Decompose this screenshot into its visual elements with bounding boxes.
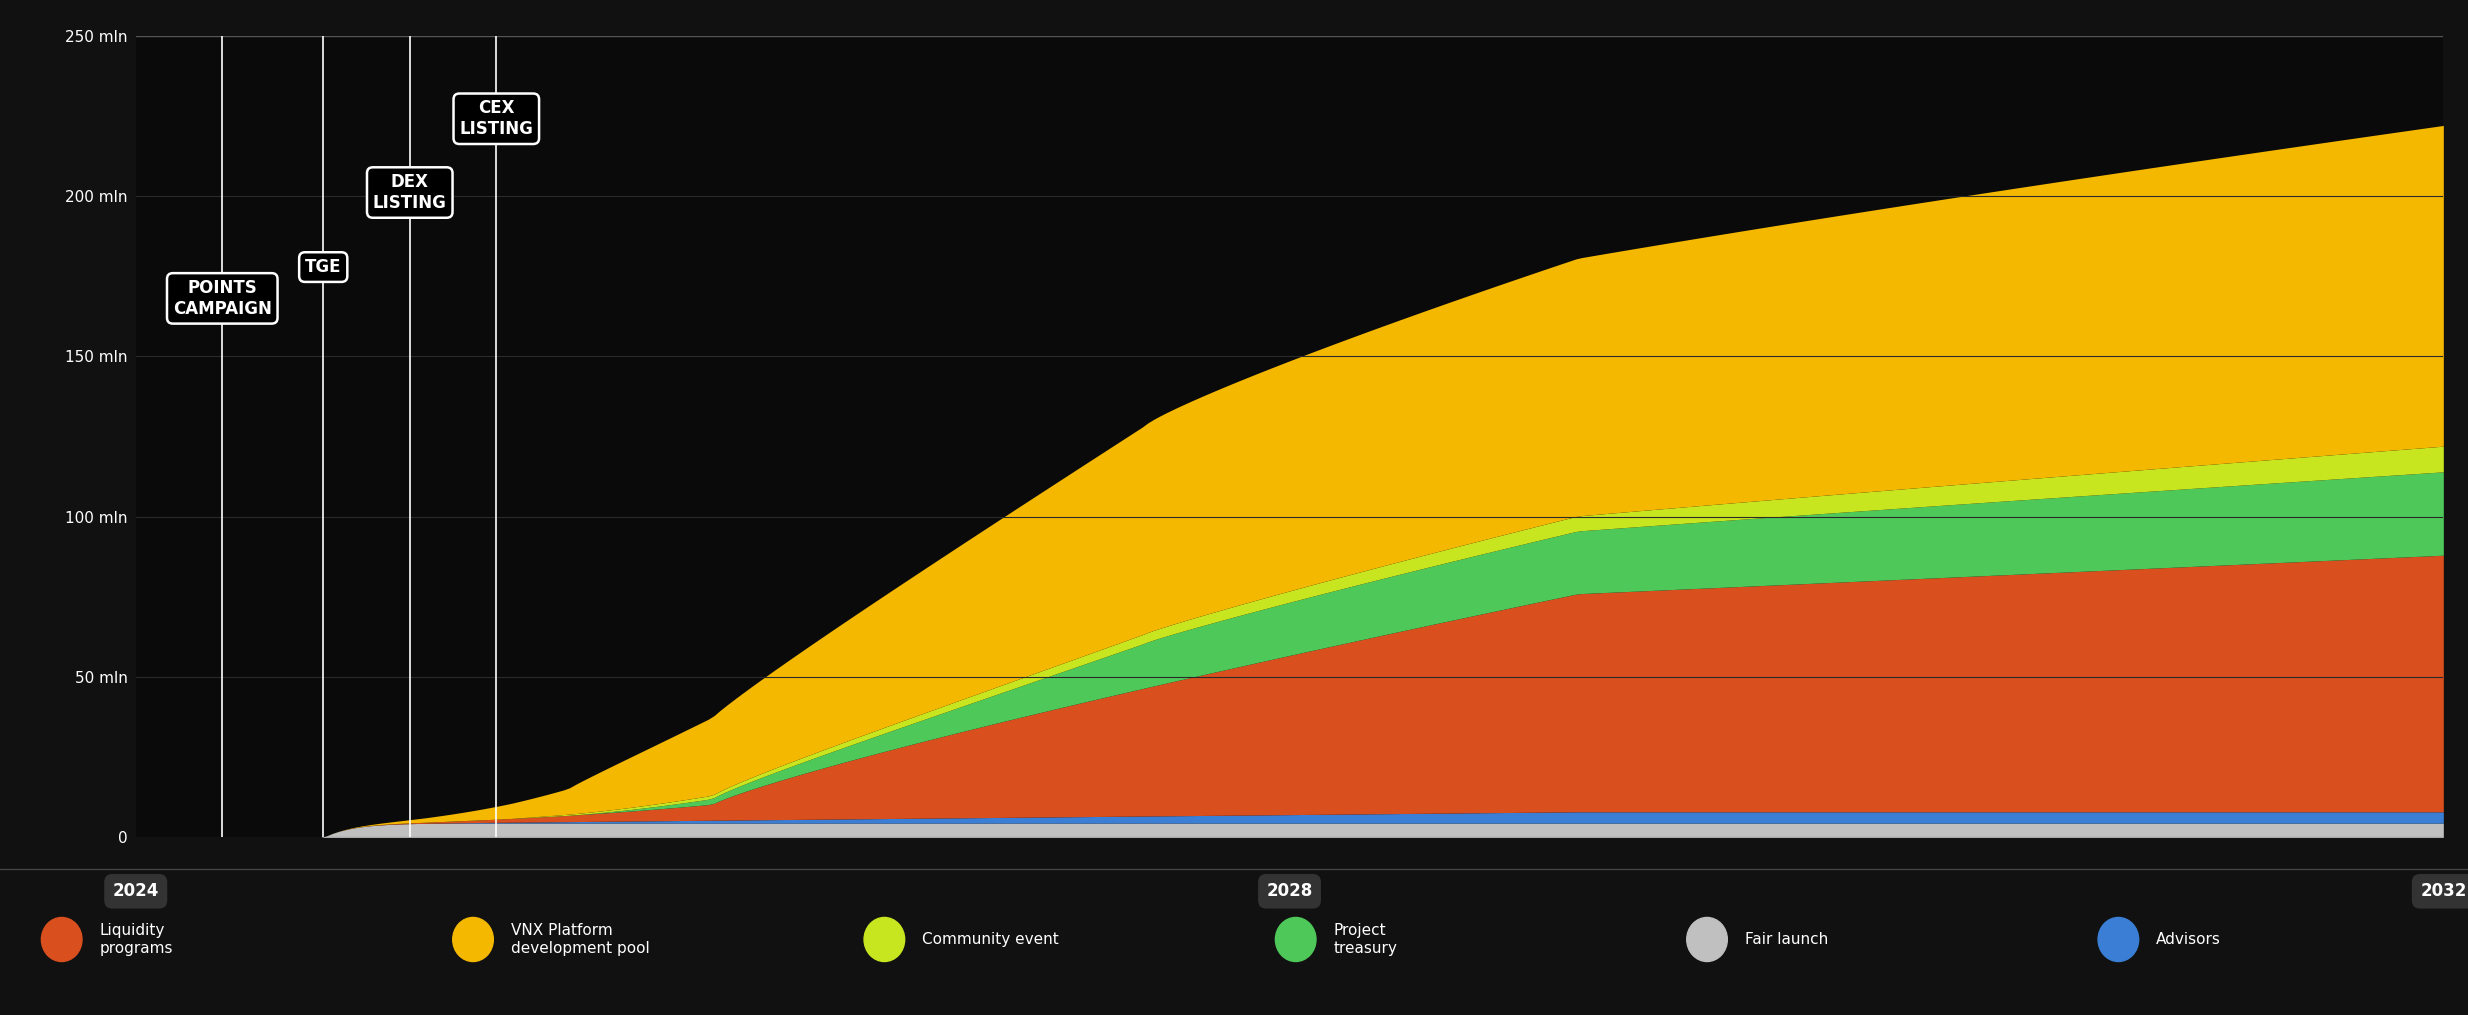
Text: POINTS
CAMPAIGN: POINTS CAMPAIGN [173,279,271,318]
Ellipse shape [2098,918,2140,961]
Text: Project
treasury: Project treasury [1333,924,1397,956]
Text: DEX
LISTING: DEX LISTING [373,174,447,212]
Text: 2028: 2028 [1266,882,1313,900]
Text: CEX
LISTING: CEX LISTING [459,99,533,138]
Text: Community event: Community event [923,932,1059,947]
Ellipse shape [42,918,81,961]
Ellipse shape [1276,918,1315,961]
Text: 2024: 2024 [114,882,158,900]
Ellipse shape [864,918,906,961]
Text: VNX Platform
development pool: VNX Platform development pool [511,924,649,956]
Ellipse shape [452,918,494,961]
Text: Fair launch: Fair launch [1745,932,1829,947]
Text: Liquidity
programs: Liquidity programs [99,924,173,956]
Ellipse shape [1686,918,1728,961]
Text: TGE: TGE [306,258,341,276]
Text: 2032: 2032 [2421,882,2466,900]
Text: Advisors: Advisors [2157,932,2221,947]
